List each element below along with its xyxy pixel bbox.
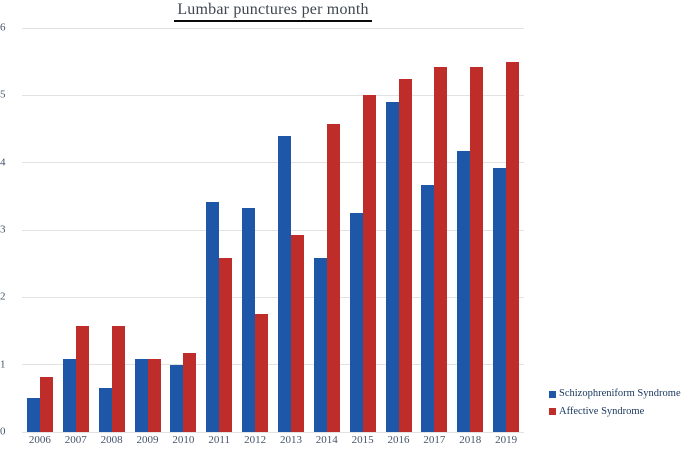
bar-2016-affective-syndrome <box>398 78 412 432</box>
bar-2013-schizophreniform-syndrome <box>277 135 291 432</box>
x-tick-label-2007: 2007 <box>64 434 87 446</box>
x-tick-label-2010: 2010 <box>172 434 195 446</box>
x-tick-label-2011: 2011 <box>208 434 231 446</box>
x-tick-label-2008: 2008 <box>100 434 123 446</box>
bar-2010-affective-syndrome <box>183 353 197 432</box>
legend-swatch-affective-icon <box>549 408 556 416</box>
bar-group-2007 <box>58 28 94 432</box>
x-tick-label-2017: 2017 <box>423 434 446 446</box>
bar-2006-affective-syndrome <box>39 376 53 432</box>
legend-swatch-schizophreniform-icon <box>549 390 556 398</box>
bar-group-2013 <box>273 28 309 432</box>
bar-2012-affective-syndrome <box>255 314 269 432</box>
gridline-6 <box>22 27 524 29</box>
x-tick-label-2015: 2015 <box>351 434 374 446</box>
y-tick-label-6: 6 <box>0 21 6 34</box>
bar-2007-schizophreniform-syndrome <box>62 359 76 432</box>
bar-2007-affective-syndrome <box>75 325 89 432</box>
bar-2006-schizophreniform-syndrome <box>26 398 40 432</box>
y-tick-label-5: 5 <box>0 88 6 101</box>
x-tick-label-2016: 2016 <box>387 434 410 446</box>
bar-2008-schizophreniform-syndrome <box>98 388 112 432</box>
legend: Schizophreniform Syndrome Affective Synd… <box>549 388 681 418</box>
gridline-4 <box>22 162 524 164</box>
bar-group-2009 <box>130 28 166 432</box>
x-tick-label-2012: 2012 <box>244 434 267 446</box>
bar-group-2011 <box>201 28 237 432</box>
x-tick-label-2014: 2014 <box>315 434 338 446</box>
bar-group-2015 <box>345 28 381 432</box>
y-tick-label-3: 3 <box>0 223 6 236</box>
bar-group-2012 <box>237 28 273 432</box>
bar-2009-schizophreniform-syndrome <box>134 359 148 432</box>
bar-2011-affective-syndrome <box>219 258 233 432</box>
bar-2019-affective-syndrome <box>506 61 520 432</box>
bar-group-2008 <box>94 28 130 432</box>
gridline-0 <box>22 431 524 433</box>
bar-2013-affective-syndrome <box>290 235 304 432</box>
bar-2017-affective-syndrome <box>434 67 448 432</box>
chart-title: Lumbar punctures per month <box>174 1 372 22</box>
y-tick-label-4: 4 <box>0 156 6 169</box>
bar-group-2016 <box>381 28 417 432</box>
bar-group-2010 <box>165 28 201 432</box>
bar-2018-schizophreniform-syndrome <box>457 151 471 432</box>
y-tick-label-0: 0 <box>0 425 6 438</box>
bar-groups <box>22 28 524 432</box>
bar-group-2019 <box>488 28 524 432</box>
y-tick-label-1: 1 <box>0 358 6 371</box>
bar-group-2014 <box>309 28 345 432</box>
bar-group-2017 <box>416 28 452 432</box>
bar-group-2018 <box>452 28 488 432</box>
x-tick-label-2018: 2018 <box>459 434 482 446</box>
chart-title-wrap: Lumbar punctures per month <box>0 1 546 22</box>
bar-2014-affective-syndrome <box>326 123 340 432</box>
gridline-2 <box>22 296 524 298</box>
x-tick-label-2006: 2006 <box>28 434 51 446</box>
bar-2009-affective-syndrome <box>147 359 161 432</box>
bar-2015-affective-syndrome <box>362 95 376 432</box>
bar-2018-affective-syndrome <box>470 67 484 432</box>
bar-2011-schizophreniform-syndrome <box>206 201 220 432</box>
x-tick-label-2013: 2013 <box>279 434 302 446</box>
bar-2019-schizophreniform-syndrome <box>493 168 507 432</box>
legend-item-schizophreniform-syndrome: Schizophreniform Syndrome <box>549 388 681 401</box>
bar-2016-schizophreniform-syndrome <box>385 102 399 432</box>
x-tick-label-2009: 2009 <box>136 434 159 446</box>
bar-2012-schizophreniform-syndrome <box>242 207 256 432</box>
gridline-1 <box>22 364 524 366</box>
legend-item-affective-syndrome: Affective Syndrome <box>549 406 681 419</box>
legend-label: Affective Syndrome <box>559 405 645 417</box>
bar-2008-affective-syndrome <box>111 325 125 432</box>
bar-group-2006 <box>22 28 58 432</box>
bar-2017-schizophreniform-syndrome <box>421 184 435 432</box>
x-axis: 2006 2007 2008 2009 2010 2011 2012 2013 2014 2015… <box>22 434 524 446</box>
gridline-5 <box>22 94 524 96</box>
plot-area <box>22 27 524 433</box>
bar-2015-schizophreniform-syndrome <box>349 213 363 432</box>
y-tick-label-2: 2 <box>0 290 6 303</box>
legend-label: Schizophreniform Syndrome <box>559 388 681 399</box>
gridline-3 <box>22 229 524 231</box>
bar-2010-schizophreniform-syndrome <box>170 364 184 432</box>
bar-2014-schizophreniform-syndrome <box>313 258 327 432</box>
x-tick-label-2019: 2019 <box>495 434 518 446</box>
y-axis: 0 1 2 3 4 5 6 <box>0 22 16 437</box>
